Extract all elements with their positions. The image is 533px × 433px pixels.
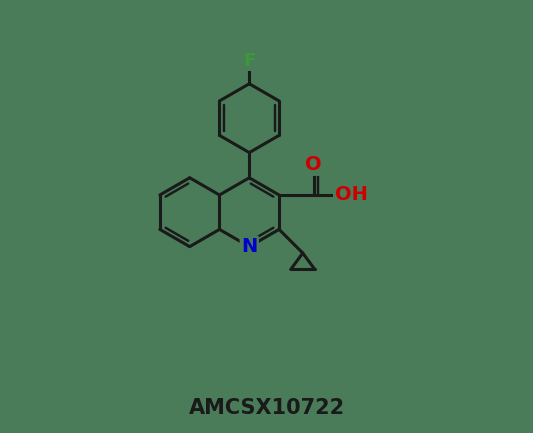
Text: AMCSX10722: AMCSX10722 [189,398,344,418]
Text: OH: OH [335,185,367,204]
Text: N: N [241,237,257,256]
Text: O: O [305,155,322,174]
Text: F: F [243,52,255,70]
